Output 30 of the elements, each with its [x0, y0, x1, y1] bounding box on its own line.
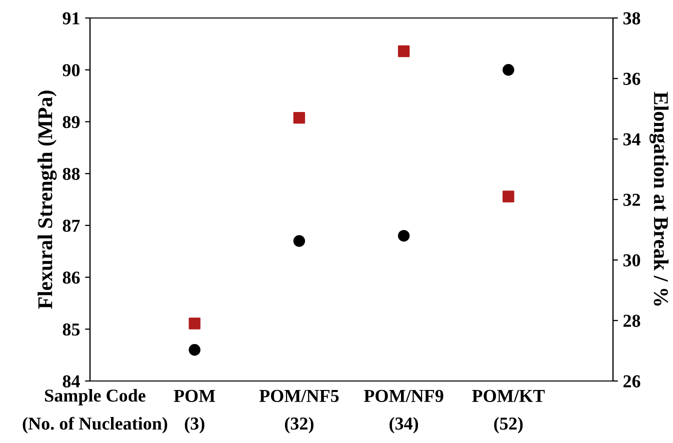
point	[398, 230, 410, 242]
y2-axis-title: Elongation at Break / %	[650, 92, 669, 306]
y-tick-label: 89	[62, 116, 80, 128]
point	[502, 64, 514, 76]
point	[293, 235, 306, 247]
y-tick-label: 91	[62, 12, 80, 24]
y-tick-label: 88	[62, 168, 80, 180]
y2-tick-label: 36	[623, 72, 640, 85]
point	[293, 112, 306, 124]
x-tick-label: POM/NF5 (32)	[259, 390, 339, 434]
y-tick-label: 86	[62, 272, 80, 284]
point	[398, 45, 410, 58]
x-tick-label: POM/NF9 (34)	[364, 390, 444, 434]
y2-tick-label: 32	[623, 194, 640, 206]
y2-tick-label: 28	[623, 314, 640, 327]
x-tick-label: POM (3)	[174, 390, 216, 434]
y-tick-label: 85	[62, 323, 80, 336]
y-axis-title: Flexural Strength (MPa)	[38, 90, 57, 309]
x-axis-title: Sample Code (No. of Nucleation)	[22, 389, 168, 434]
y2-tick-label: 26	[623, 375, 640, 388]
point	[188, 344, 200, 356]
y-tick-label: 84	[62, 375, 80, 388]
y2-tick-label: 34	[623, 133, 640, 146]
point	[188, 318, 200, 330]
y-tick-label: 90	[62, 64, 80, 76]
y-tick-label: 87	[62, 220, 80, 232]
y2-tick-label: 30	[623, 254, 640, 266]
y2-tick-label: 38	[623, 12, 640, 24]
x-tick-label: POM/KT (52)	[472, 390, 545, 434]
point	[502, 190, 514, 202]
